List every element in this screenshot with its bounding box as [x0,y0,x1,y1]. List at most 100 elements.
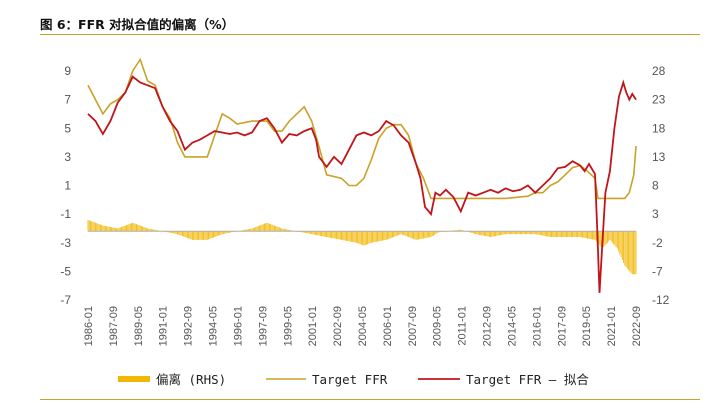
deviation-bar [553,231,555,238]
deviation-bar [116,228,118,232]
deviation-bar [242,230,244,232]
deviation-bar [501,231,503,235]
deviation-bar [108,226,110,232]
deviation-bar [314,231,316,235]
deviation-bar [195,231,197,240]
deviation-bar [140,226,142,232]
deviation-bar [168,231,170,233]
legend-label-target: Target FFR [312,372,388,387]
deviation-bar [154,229,156,232]
deviation-bar [534,231,536,235]
deviation-bar [245,229,247,232]
deviation-bar [190,231,192,240]
deviation-bar [490,231,492,238]
deviation-bar [183,231,185,237]
deviation-bar [420,231,422,239]
deviation-bar [548,231,550,237]
deviation-bar [528,231,530,235]
deviation-bar [413,231,415,239]
x-tick-label: 2009-05 [432,306,444,346]
deviation-bar [354,231,356,243]
deviation-bar [119,227,121,232]
deviation-bar [93,222,95,232]
deviation-bar [322,231,324,237]
deviation-bar [266,222,268,232]
deviation-bar [254,227,255,232]
deviation-bar [523,231,525,235]
deviation-bar [342,231,344,241]
deviation-bar [500,231,501,236]
deviation-bar [357,231,359,244]
deviation-bar [128,224,130,232]
x-tick-label: 2002-09 [332,306,344,346]
deviation-bar [517,231,519,235]
deviation-bar [333,231,335,239]
deviation-bar [328,231,330,238]
deviation-bar [211,231,213,238]
deviation-bar [267,223,269,232]
deviation-bar [574,231,576,238]
right-tick-label: 18 [652,121,666,135]
deviation-bar [155,230,157,232]
deviation-bar [127,224,129,232]
deviation-bar [170,231,172,233]
deviation-bar [516,231,518,235]
deviation-bar [526,231,528,235]
deviation-bar [483,231,485,236]
deviation-bar [537,231,539,235]
deviation-bar [349,231,351,242]
deviation-bar [609,231,611,240]
deviation-bar [634,231,636,275]
deviation-bar [347,231,349,242]
deviation-bar [393,231,395,238]
deviation-bar [631,231,633,275]
deviation-bar [372,231,373,243]
deviation-bar [149,228,151,232]
deviation-bar [173,231,175,234]
deviation-bar [380,231,382,241]
deviation-bar [557,231,559,238]
deviation-bar [250,228,252,232]
deviation-bar [281,228,283,232]
deviation-bar [363,231,365,246]
deviation-bar [408,231,410,238]
deviation-bar [437,231,439,233]
deviation-bar [257,226,259,232]
deviation-bar [175,231,177,234]
deviation-bar [385,231,387,240]
deviation-bar [606,231,608,243]
deviation-bar [247,229,249,232]
deviation-bar [524,231,526,235]
deviation-bar [508,231,510,235]
x-tick-label: 2022-09 [631,306,643,346]
deviation-bar [635,231,637,275]
deviation-bar [532,231,534,235]
deviation-bar [416,231,418,240]
deviation-bar [270,224,272,232]
deviation-bar [223,231,224,234]
deviation-bar [341,231,342,240]
deviation-bar [177,231,178,235]
deviation-bar [454,230,456,232]
deviation-bar [230,231,232,233]
legend-label-fit: Target FFR – 拟合 [466,372,589,387]
deviation-bar [368,231,370,244]
deviation-bar [403,231,405,236]
deviation-bar [260,225,262,232]
left-tick-label: 5 [64,121,71,135]
deviation-bar [302,231,304,233]
deviation-bar [584,231,586,238]
x-tick-label: 2001-01 [307,306,319,346]
deviation-bar [290,230,291,232]
deviation-bar [608,231,610,242]
deviation-bar [477,231,479,235]
deviation-bar [218,231,219,236]
deviation-bar [396,231,398,236]
deviation-bar [179,231,181,236]
deviation-bar [352,231,354,243]
deviation-bar [562,231,564,238]
deviation-bar [359,231,361,245]
deviation-bar [481,231,483,236]
deviation-bar [379,231,381,242]
deviation-bar [551,231,552,238]
